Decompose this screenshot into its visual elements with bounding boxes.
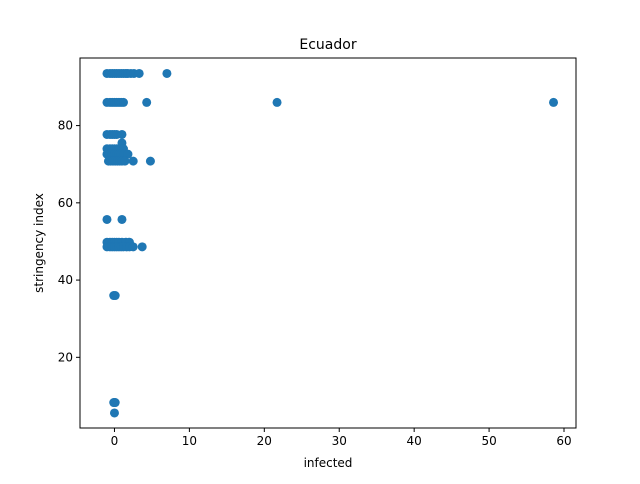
x-tick-label: 40 <box>407 434 422 448</box>
y-tick-label: 60 <box>58 196 73 210</box>
y-axis-ticks: 20 40 60 80 <box>58 119 80 364</box>
chart-title: Ecuador <box>299 37 356 53</box>
data-point <box>110 291 120 301</box>
data-point <box>123 149 133 159</box>
y-tick-label: 40 <box>58 273 73 287</box>
data-point <box>128 242 138 252</box>
y-tick-label: 20 <box>58 350 73 364</box>
data-point <box>128 156 138 166</box>
data-point <box>117 129 127 139</box>
x-tick-label: 20 <box>257 434 272 448</box>
plot-frame <box>79 57 577 429</box>
data-point <box>162 68 172 78</box>
data-point <box>120 156 130 166</box>
data-point <box>142 97 152 107</box>
data-point <box>109 408 119 418</box>
x-axis-ticks: 0 10 20 30 40 50 60 <box>111 428 572 448</box>
points-layer <box>102 68 559 418</box>
x-tick-label: 50 <box>481 434 496 448</box>
x-tick-label: 30 <box>332 434 347 448</box>
data-point <box>145 156 155 166</box>
x-axis-label: infected <box>304 456 353 470</box>
x-tick-label: 60 <box>556 434 571 448</box>
data-point <box>118 97 128 107</box>
data-point <box>272 97 282 107</box>
data-point <box>134 68 144 78</box>
data-point <box>549 97 559 107</box>
y-tick-label: 80 <box>58 119 73 133</box>
x-tick-label: 10 <box>182 434 197 448</box>
data-point <box>102 214 112 224</box>
data-point <box>137 242 147 252</box>
data-point <box>117 214 127 224</box>
x-tick-label: 0 <box>111 434 119 448</box>
y-axis-label: stringency index <box>32 193 46 293</box>
data-point <box>109 398 119 408</box>
